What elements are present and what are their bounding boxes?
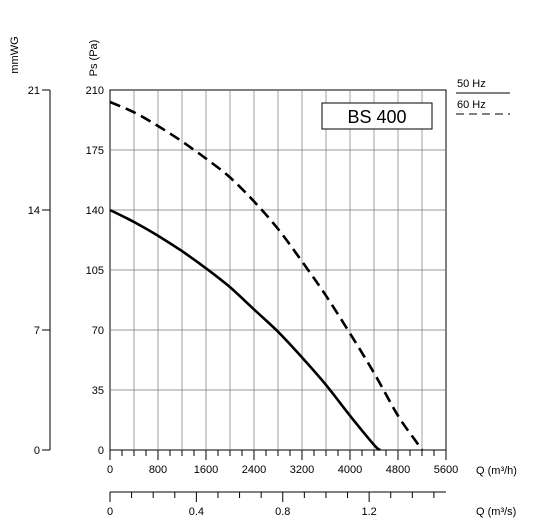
legend: 50 Hz 60 Hz bbox=[456, 78, 510, 115]
y-tick-label-mmwg: 14 bbox=[28, 205, 40, 217]
legend-label-60hz: 60 Hz bbox=[457, 99, 486, 111]
x-tick-label-m3h: 800 bbox=[149, 464, 167, 476]
x-axis-title-m3h: Q (m³/h) bbox=[476, 465, 517, 477]
y-tick-label-mmwg: 7 bbox=[34, 325, 40, 337]
y-tick-label-pa: 105 bbox=[86, 265, 104, 277]
chart-title: BS 400 bbox=[347, 107, 406, 127]
x-tick-label-m3s: 0.4 bbox=[189, 506, 204, 518]
y-tick-label-pa: 175 bbox=[86, 145, 104, 157]
x-tick-label-m3h: 0 bbox=[107, 464, 113, 476]
y-axis-title-pa: Ps (Pa) bbox=[88, 40, 100, 77]
grid-layer bbox=[109, 89, 447, 451]
y-tick-label-pa: 35 bbox=[92, 385, 104, 397]
x-tick-label-m3h: 4800 bbox=[386, 464, 410, 476]
series-layer bbox=[109, 100, 424, 452]
y-tick-label-pa: 140 bbox=[86, 205, 104, 217]
series-line-50hz bbox=[109, 208, 381, 452]
y-tick-label-pa: 210 bbox=[86, 85, 104, 97]
series-line-60hz bbox=[109, 100, 424, 451]
x-tick-label-m3h: 1600 bbox=[194, 464, 218, 476]
y-tick-label-mmwg: 21 bbox=[28, 85, 40, 97]
y-tick-label-mmwg: 0 bbox=[34, 445, 40, 457]
x-tick-label-m3h: 3200 bbox=[290, 464, 314, 476]
title-box: BS 400 bbox=[321, 102, 433, 130]
x-tick-label-m3h: 5600 bbox=[434, 464, 458, 476]
title-frame bbox=[321, 102, 433, 130]
x-axis-title-m3s: Q (m³/s) bbox=[476, 506, 516, 518]
x-tick-label-m3h: 4000 bbox=[338, 464, 362, 476]
x-tick-label-m3s: 1.2 bbox=[361, 506, 376, 518]
x-tick-label-m3s: 0.8 bbox=[275, 506, 290, 518]
y-tick-label-pa: 70 bbox=[92, 325, 104, 337]
x-tick-label-m3s: 0 bbox=[107, 506, 113, 518]
y-tick-label-pa: 0 bbox=[98, 445, 104, 457]
x-tick-label-m3h: 2400 bbox=[242, 464, 266, 476]
y-axis-title-mmwg: mmWG bbox=[9, 36, 21, 73]
legend-label-50hz: 50 Hz bbox=[457, 78, 486, 90]
